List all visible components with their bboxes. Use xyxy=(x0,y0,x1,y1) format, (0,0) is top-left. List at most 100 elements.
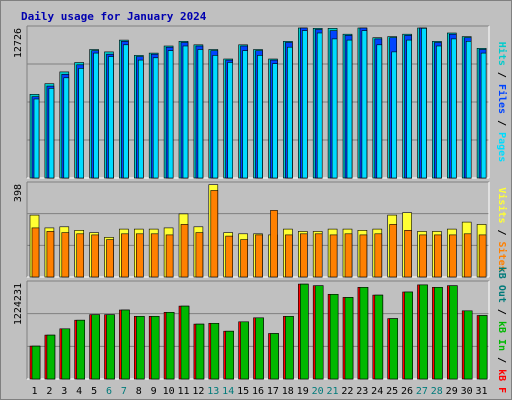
bar-pages xyxy=(450,38,457,179)
x-tick-label: 31 xyxy=(475,386,487,397)
bar-pages xyxy=(391,51,398,179)
chart-title: Daily usage for January 2024 xyxy=(21,10,207,23)
y-max-label: 12726 xyxy=(13,28,24,58)
bar-sites xyxy=(240,239,248,278)
bar-kb-in xyxy=(165,311,175,380)
x-tick-label: 1 xyxy=(31,386,37,397)
bar-kb-in xyxy=(374,294,384,380)
bar-kb-in xyxy=(404,291,413,380)
legend-sep: / xyxy=(496,114,507,132)
bar-pages xyxy=(287,46,293,179)
bar-sites xyxy=(46,231,55,278)
bar-pages xyxy=(272,63,278,179)
bar-kb-in xyxy=(389,318,399,380)
x-tick-label: 14 xyxy=(222,386,234,397)
bar-pages xyxy=(167,50,174,179)
bar-kb-in xyxy=(91,314,100,380)
bar-sites xyxy=(434,234,442,278)
bar-kb-in xyxy=(76,319,85,380)
bar-kb-in xyxy=(419,284,428,380)
bar-sites xyxy=(91,234,99,278)
x-tick-label: 22 xyxy=(341,386,353,397)
x-tick-label: 15 xyxy=(237,386,249,397)
side-legend-visits-sites: Visits / Sites xyxy=(496,187,508,271)
legend-kbout: kB Out xyxy=(496,267,507,303)
legend-sep: / xyxy=(496,223,507,241)
bar-kb-in xyxy=(180,305,190,380)
x-tick-label: 21 xyxy=(326,386,338,397)
y-max-label: 398 xyxy=(13,184,24,202)
bar-pages xyxy=(361,30,368,179)
legend-hits: Hits xyxy=(496,42,508,66)
bar-kb-in xyxy=(344,297,354,380)
bar-sites xyxy=(106,239,114,278)
bar-sites xyxy=(210,190,219,278)
bar-sites xyxy=(195,232,204,278)
bar-sites xyxy=(448,234,457,278)
bar-pages xyxy=(421,27,427,179)
x-tick-label: 24 xyxy=(371,386,383,397)
bar-kb-in xyxy=(329,293,339,380)
bar-kb-in xyxy=(299,283,309,380)
x-tick-label: 18 xyxy=(282,386,294,397)
x-tick-label: 17 xyxy=(267,386,279,397)
bar-pages xyxy=(331,38,338,179)
bar-sites xyxy=(374,233,383,278)
x-tick-label: 7 xyxy=(121,386,127,397)
x-tick-label: 13 xyxy=(207,386,219,397)
x-tick-label: 20 xyxy=(312,386,324,397)
bar-kb-in xyxy=(150,315,160,380)
x-tick-label: 25 xyxy=(386,386,398,397)
bar-sites xyxy=(255,234,263,278)
x-tick-label: 27 xyxy=(416,386,428,397)
bar-pages xyxy=(406,39,412,179)
bar-sites xyxy=(478,234,487,278)
bar-pages xyxy=(465,40,472,179)
bar-pages xyxy=(316,32,323,179)
bar-pages xyxy=(480,52,487,179)
bar-kb-in xyxy=(61,328,71,380)
bar-pages xyxy=(257,55,263,179)
x-tick-label: 29 xyxy=(446,386,458,397)
bar-sites xyxy=(270,210,278,278)
legend-pages: Pages xyxy=(496,132,507,162)
bar-pages xyxy=(152,57,159,179)
bar-sites xyxy=(121,233,129,278)
bar-sites xyxy=(299,233,308,278)
x-tick-label: 26 xyxy=(401,386,413,397)
bar-sites xyxy=(150,233,159,278)
bar-sites xyxy=(61,232,70,278)
x-tick-label: 5 xyxy=(91,386,97,397)
bar-pages xyxy=(242,50,248,179)
bar-kb-in xyxy=(359,286,369,380)
bar-kb-in xyxy=(448,285,458,380)
bar-sites xyxy=(329,234,338,278)
legend-files: Files xyxy=(496,84,508,114)
bar-kb-in xyxy=(314,285,324,380)
bar-kb-in xyxy=(121,309,130,380)
legend-sep: / xyxy=(496,351,507,369)
x-tick-label: 9 xyxy=(151,386,157,397)
x-tick-label: 19 xyxy=(297,386,309,397)
bar-sites xyxy=(359,234,368,278)
y-max-label: 1224231 xyxy=(13,283,24,325)
x-tick-label: 6 xyxy=(106,386,112,397)
bar-sites xyxy=(463,233,472,278)
x-tick-label: 2 xyxy=(46,386,52,397)
bar-kb-in xyxy=(46,334,56,380)
bar-kb-in xyxy=(31,345,41,380)
bar-kb-in xyxy=(210,322,220,380)
bar-sites xyxy=(76,233,84,278)
bar-sites xyxy=(31,227,40,278)
bar-pages xyxy=(182,45,189,179)
x-tick-label: 3 xyxy=(61,386,67,397)
x-tick-label: 30 xyxy=(461,386,473,397)
bar-pages xyxy=(138,59,144,179)
bar-kb-in xyxy=(434,286,443,380)
bar-sites xyxy=(314,233,323,278)
side-legend-hits-files-pages: Hits / Files / Pages xyxy=(496,42,508,162)
x-tick-label: 11 xyxy=(177,386,189,397)
x-tick-label: 12 xyxy=(192,386,204,397)
